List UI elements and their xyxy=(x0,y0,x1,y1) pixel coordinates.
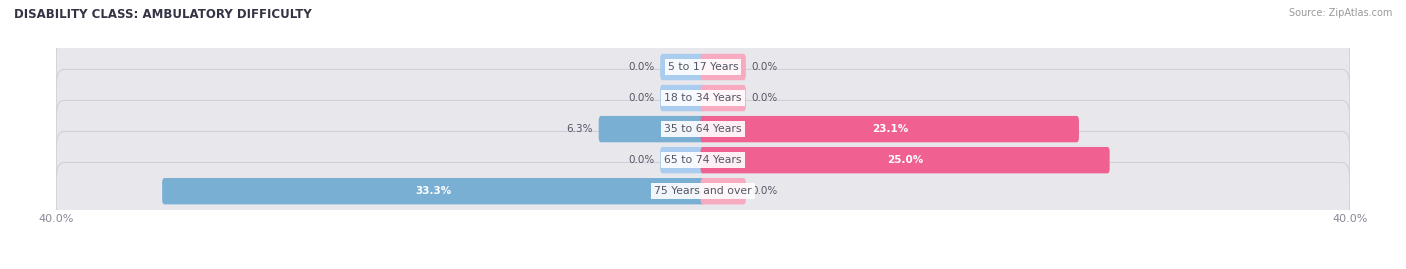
Text: 75 Years and over: 75 Years and over xyxy=(654,186,752,196)
Text: Source: ZipAtlas.com: Source: ZipAtlas.com xyxy=(1288,8,1392,18)
FancyBboxPatch shape xyxy=(700,147,1109,173)
FancyBboxPatch shape xyxy=(56,69,1350,127)
Text: 65 to 74 Years: 65 to 74 Years xyxy=(664,155,742,165)
Text: 0.0%: 0.0% xyxy=(628,62,654,72)
FancyBboxPatch shape xyxy=(700,116,1078,142)
Text: 0.0%: 0.0% xyxy=(752,62,778,72)
Text: 0.0%: 0.0% xyxy=(752,93,778,103)
FancyBboxPatch shape xyxy=(162,178,706,204)
FancyBboxPatch shape xyxy=(56,162,1350,220)
Text: 6.3%: 6.3% xyxy=(567,124,593,134)
FancyBboxPatch shape xyxy=(56,132,1350,189)
Text: 23.1%: 23.1% xyxy=(872,124,908,134)
FancyBboxPatch shape xyxy=(661,54,706,80)
Text: DISABILITY CLASS: AMBULATORY DIFFICULTY: DISABILITY CLASS: AMBULATORY DIFFICULTY xyxy=(14,8,312,21)
FancyBboxPatch shape xyxy=(700,178,745,204)
Text: 33.3%: 33.3% xyxy=(416,186,451,196)
FancyBboxPatch shape xyxy=(661,85,706,111)
FancyBboxPatch shape xyxy=(56,38,1350,96)
FancyBboxPatch shape xyxy=(700,85,745,111)
Text: 5 to 17 Years: 5 to 17 Years xyxy=(668,62,738,72)
Text: 25.0%: 25.0% xyxy=(887,155,924,165)
FancyBboxPatch shape xyxy=(599,116,706,142)
FancyBboxPatch shape xyxy=(700,54,745,80)
Text: 0.0%: 0.0% xyxy=(628,93,654,103)
Text: 0.0%: 0.0% xyxy=(752,186,778,196)
FancyBboxPatch shape xyxy=(56,100,1350,158)
Text: 18 to 34 Years: 18 to 34 Years xyxy=(664,93,742,103)
FancyBboxPatch shape xyxy=(661,147,706,173)
Text: 35 to 64 Years: 35 to 64 Years xyxy=(664,124,742,134)
Text: 0.0%: 0.0% xyxy=(628,155,654,165)
